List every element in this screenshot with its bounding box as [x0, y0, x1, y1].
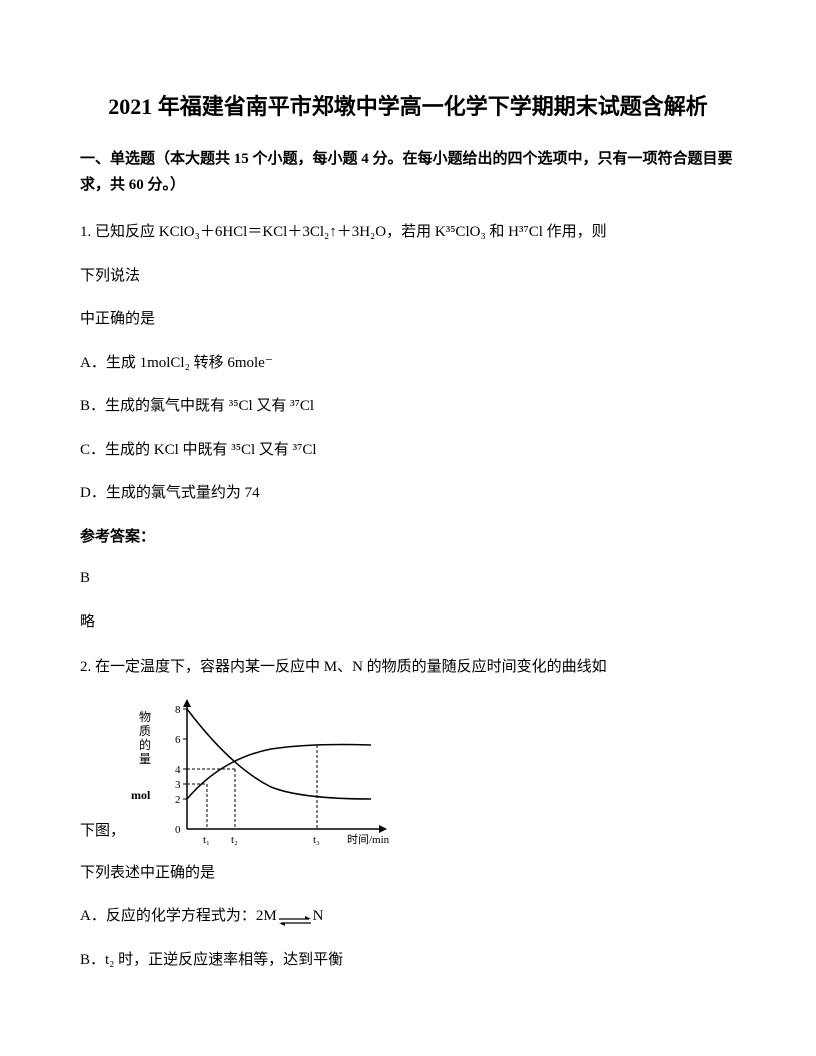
- ylabel-4: 量: [139, 752, 151, 766]
- section-intro: 一、单选题（本大题共 15 个小题，每小题 4 分。在每小题给出的四个选项中，只…: [80, 147, 736, 198]
- q1-stem-line2: 下列说法: [80, 264, 736, 290]
- ytick-2: 2: [175, 794, 181, 806]
- chart-svg: 物 质 的 量 mol 0 2 3 4 6 8: [131, 699, 411, 849]
- ylabel-2: 质: [139, 724, 151, 738]
- ytick-8: 8: [175, 704, 181, 716]
- xtick-t3: t₃: [313, 834, 320, 846]
- q1-option-b: B．生成的氯气中既有 ³⁵Cl 又有 ³⁷Cl: [80, 394, 736, 420]
- q1-stem-line3: 中正确的是: [80, 307, 736, 333]
- x-axis-arrow: [379, 825, 387, 833]
- chart-row: 下图， 物 质 的 量 mol 0 2 3 4 6 8: [80, 699, 736, 849]
- reaction-chart: 物 质 的 量 mol 0 2 3 4 6 8: [131, 699, 411, 849]
- q2-optA-post: N: [313, 908, 324, 924]
- chart-prefix-text: 下图，: [80, 819, 125, 845]
- ytick-6: 6: [175, 734, 181, 746]
- ytick-3: 3: [175, 779, 181, 791]
- q1-option-d: D．生成的氯气式量约为 74: [80, 481, 736, 507]
- q2-sub: 下列表述中正确的是: [80, 861, 736, 887]
- q1-option-c: C．生成的 KCl 中既有 ³⁵Cl 又有 ³⁷Cl: [80, 438, 736, 464]
- x-axis-label: 时间/min: [347, 833, 390, 846]
- xtick-t1: t₁: [203, 834, 210, 846]
- question-1: 1. 已知反应 KClO₃＋6HCl＝KCl＋3Cl₂↑＋3H₂O，若用 K³⁵…: [80, 220, 736, 635]
- q2-option-a: A．反应的化学方程式为：2M N: [80, 904, 736, 930]
- ytick-4: 4: [175, 764, 181, 776]
- xtick-t2: t₂: [231, 834, 238, 846]
- page-title: 2021 年福建省南平市郑墩中学高一化学下学期期末试题含解析: [80, 90, 736, 123]
- ylabel-1: 物: [139, 710, 151, 724]
- curve-m: [187, 709, 371, 799]
- q1-stem-line1: 1. 已知反应 KClO₃＋6HCl＝KCl＋3Cl₂↑＋3H₂O，若用 K³⁵…: [80, 220, 736, 246]
- q1-answer-brief: 略: [80, 610, 736, 636]
- q1-answer-value: B: [80, 566, 736, 592]
- q2-stem: 2. 在一定温度下，容器内某一反应中 M、N 的物质的量随反应时间变化的曲线如: [80, 655, 736, 681]
- ylabel-3: 的: [139, 737, 151, 752]
- question-2: 2. 在一定温度下，容器内某一反应中 M、N 的物质的量随反应时间变化的曲线如 …: [80, 655, 736, 973]
- ytick-0: 0: [175, 824, 181, 836]
- q1-answer-label: 参考答案：: [80, 525, 736, 551]
- equilibrium-arrow-icon: [277, 911, 313, 923]
- q2-option-b: B．t₂ 时，正逆反应速率相等，达到平衡: [80, 948, 736, 974]
- q2-optA-pre: A．反应的化学方程式为：2M: [80, 908, 277, 924]
- curve-n: [187, 744, 371, 799]
- y-axis-arrow: [183, 699, 191, 707]
- y-unit: mol: [131, 788, 151, 802]
- q1-option-a: A．生成 1molCl₂ 转移 6mole⁻: [80, 351, 736, 377]
